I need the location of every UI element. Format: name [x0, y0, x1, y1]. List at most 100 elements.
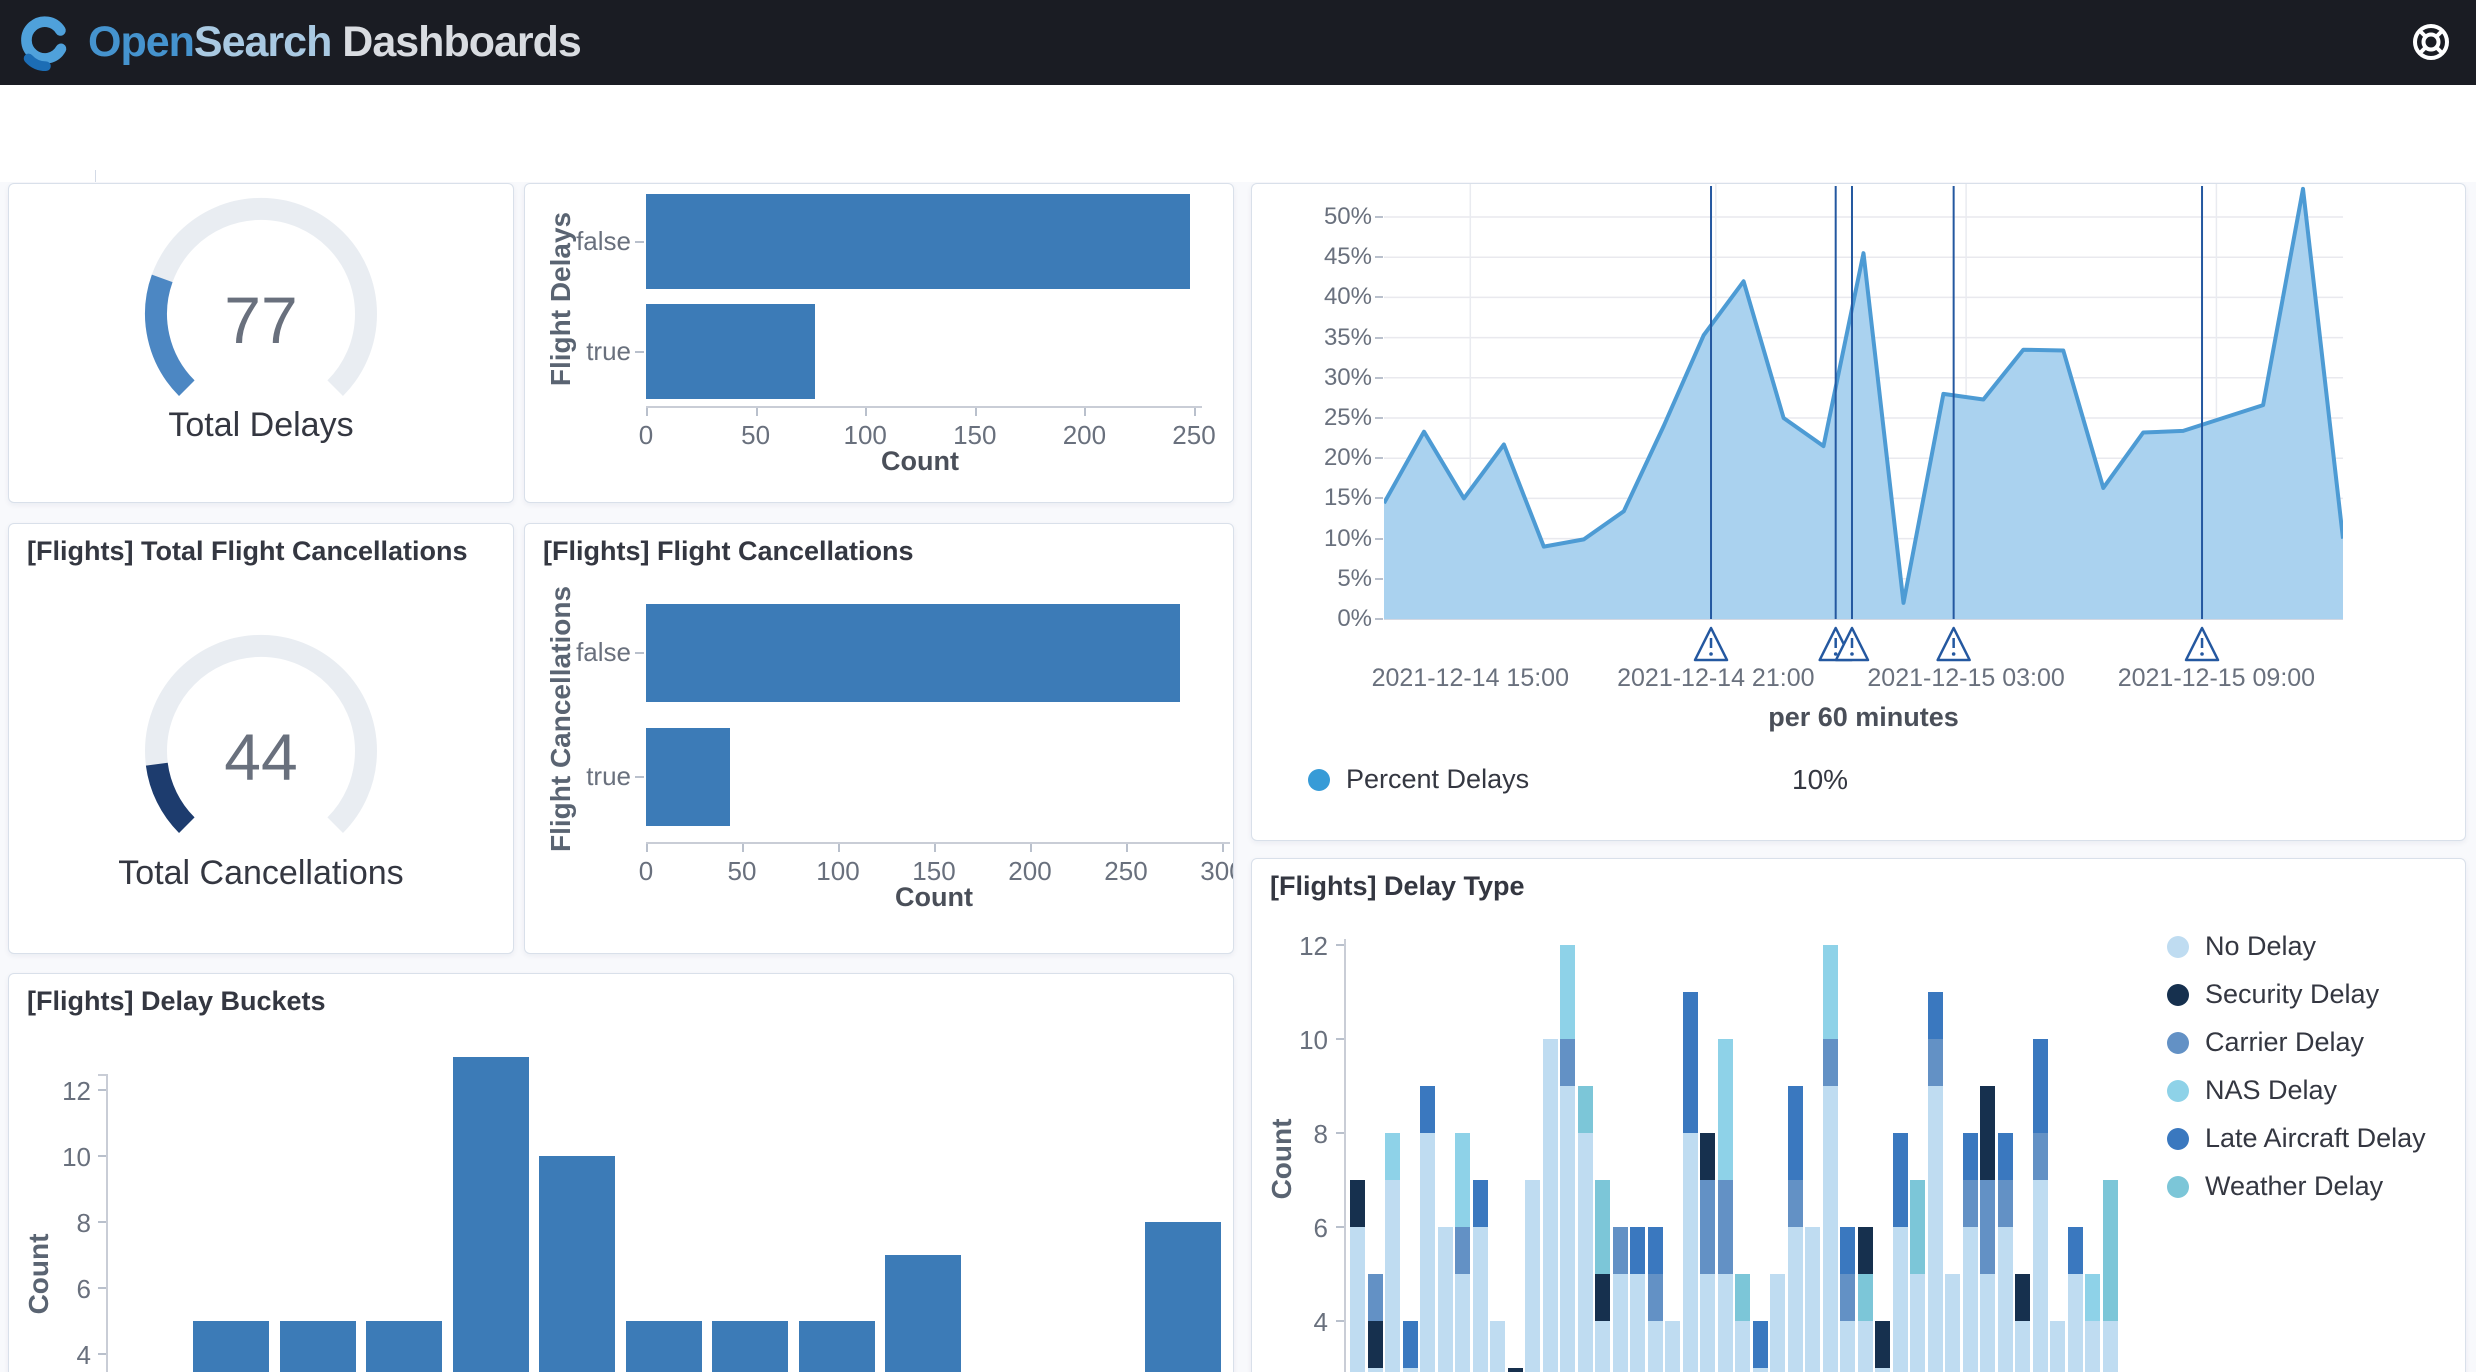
- stacked-bar-segment-nd[interactable]: [1542, 1039, 1558, 1372]
- histogram-bar[interactable]: [366, 1321, 442, 1372]
- stacked-bar-segment-wd[interactable]: [1577, 1086, 1593, 1133]
- stacked-bar-segment-nd[interactable]: [2067, 1274, 2083, 1372]
- stacked-bar-segment-cd[interactable]: [1980, 1180, 1995, 1274]
- panel-title[interactable]: [Flights] Delay Type: [1270, 871, 1525, 901]
- stacked-bar-segment-nas[interactable]: [1560, 945, 1575, 1039]
- stacked-bar-segment-nd[interactable]: [2032, 1180, 2048, 1372]
- area-chart[interactable]: [1384, 184, 2343, 676]
- stacked-bar-segment-nd[interactable]: [1717, 1274, 1733, 1372]
- stacked-bar-segment-nd[interactable]: [1875, 1368, 1890, 1372]
- histogram-bar[interactable]: [280, 1321, 356, 1372]
- stacked-bar-segment-cd[interactable]: [1700, 1180, 1715, 1274]
- stacked-bar-segment-sd[interactable]: [1595, 1274, 1610, 1321]
- stacked-bar-segment-nd[interactable]: [1822, 1086, 1838, 1372]
- stacked-bar-segment-lad[interactable]: [1840, 1227, 1855, 1274]
- histogram-bar[interactable]: [193, 1321, 269, 1372]
- stacked-bar-segment-nd[interactable]: [1945, 1274, 1960, 1372]
- stacked-bar-segment-lad[interactable]: [1420, 1086, 1435, 1133]
- histogram-bar[interactable]: [799, 1321, 875, 1372]
- stacked-bar-segment-cd[interactable]: [1367, 1274, 1383, 1321]
- stacked-bar-segment-nd[interactable]: [2015, 1321, 2030, 1372]
- stacked-bar-segment-nd[interactable]: [1997, 1227, 2013, 1372]
- stacked-bar-segment-nd[interactable]: [1787, 1227, 1803, 1372]
- stacked-bar-segment-nd[interactable]: [1840, 1321, 1855, 1372]
- stacked-bar-segment-sd[interactable]: [1367, 1321, 1383, 1368]
- help-life-ring-icon[interactable]: [2408, 19, 2454, 65]
- stacked-bar-segment-sd[interactable]: [1700, 1133, 1715, 1180]
- stacked-bar-segment-lad[interactable]: [2032, 1039, 2048, 1133]
- stacked-bar-segment-nd[interactable]: [1595, 1321, 1610, 1372]
- opensearch-logo[interactable]: OpenSearch Dashboards: [0, 14, 582, 72]
- stacked-bar-segment-nd[interactable]: [1910, 1274, 1925, 1372]
- stacked-bar-segment-nd[interactable]: [1892, 1227, 1908, 1372]
- stacked-bar-segment-wd[interactable]: [1910, 1180, 1925, 1274]
- annotation-marker[interactable]: [1693, 186, 1729, 662]
- stacked-bar-segment-nas[interactable]: [2085, 1274, 2100, 1321]
- histogram-bar[interactable]: [539, 1156, 615, 1372]
- stacked-bar-segment-nd[interactable]: [1700, 1274, 1715, 1372]
- stacked-bar-segment-lad[interactable]: [1997, 1133, 2013, 1180]
- stacked-bar-segment-nd[interactable]: [1490, 1321, 1505, 1372]
- stacked-bar-segment-lad[interactable]: [1402, 1321, 1418, 1368]
- legend-item-wd[interactable]: Weather Delay: [2167, 1171, 2383, 1202]
- stacked-bar-segment-cd[interactable]: [1560, 1039, 1575, 1086]
- stacked-bar-segment-nas[interactable]: [1385, 1133, 1400, 1180]
- stacked-bar-segment-lad[interactable]: [1752, 1321, 1768, 1368]
- stacked-bar-segment-lad[interactable]: [1962, 1133, 1978, 1180]
- panel-title[interactable]: [Flights] Flight Cancellations: [543, 536, 914, 566]
- stacked-bar-segment-lad[interactable]: [1647, 1227, 1663, 1274]
- legend-item-lad[interactable]: Late Aircraft Delay: [2167, 1123, 2426, 1154]
- stacked-bar-segment-nd[interactable]: [1612, 1274, 1628, 1372]
- stacked-bar-segment-nd[interactable]: [1630, 1274, 1645, 1372]
- gauge-arc[interactable]: [91, 601, 431, 861]
- stacked-bar-segment-nd[interactable]: [1805, 1227, 1820, 1372]
- stacked-bar-segment-nd[interactable]: [1367, 1368, 1383, 1372]
- stacked-bar-segment-lad[interactable]: [1682, 992, 1698, 1133]
- stacked-bar-segment-nas[interactable]: [1822, 945, 1838, 1039]
- gauge-arc[interactable]: [91, 183, 431, 424]
- stacked-bar-segment-nd[interactable]: [1472, 1227, 1488, 1372]
- stacked-bar-segment-nd[interactable]: [1437, 1227, 1453, 1372]
- stacked-bar-segment-cd[interactable]: [1840, 1274, 1855, 1321]
- stacked-bar-segment-cd[interactable]: [1455, 1227, 1470, 1274]
- stacked-bar-segment-lad[interactable]: [1472, 1180, 1488, 1227]
- stacked-bar-segment-nd[interactable]: [1385, 1180, 1400, 1372]
- stacked-bar-segment-wd[interactable]: [1735, 1274, 1750, 1321]
- stacked-bar-segment-nd[interactable]: [2085, 1321, 2100, 1372]
- stacked-bar-segment-cd[interactable]: [1787, 1180, 1803, 1227]
- stacked-bar-segment-nd[interactable]: [1682, 1133, 1698, 1372]
- histogram-bar[interactable]: [453, 1057, 529, 1372]
- stacked-bar-segment-lad[interactable]: [2067, 1227, 2083, 1274]
- bar-true[interactable]: [646, 304, 815, 399]
- stacked-bar-segment-nd[interactable]: [1980, 1274, 1995, 1372]
- stacked-bar-segment-lad[interactable]: [1630, 1227, 1645, 1274]
- stacked-bar-segment-nd[interactable]: [1525, 1180, 1540, 1372]
- legend-item-cd[interactable]: Carrier Delay: [2167, 1027, 2364, 1058]
- stacked-bar-segment-cd[interactable]: [1612, 1227, 1628, 1274]
- stacked-bar-segment-nd[interactable]: [1455, 1274, 1470, 1372]
- stacked-bar-segment-wd[interactable]: [1857, 1274, 1873, 1321]
- bar-false[interactable]: [646, 604, 1180, 702]
- histogram-bar[interactable]: [885, 1255, 961, 1372]
- stacked-bar-segment-nd[interactable]: [1647, 1321, 1663, 1372]
- bar-true[interactable]: [646, 728, 730, 826]
- stacked-bar-segment-nd[interactable]: [1857, 1321, 1873, 1372]
- stacked-bar-segment-cd[interactable]: [1717, 1180, 1733, 1274]
- histogram-bar[interactable]: [712, 1321, 788, 1372]
- legend-item-sd[interactable]: Security Delay: [2167, 979, 2379, 1010]
- stacked-bar-segment-nd[interactable]: [1420, 1133, 1435, 1372]
- stacked-bar-segment-sd[interactable]: [2015, 1274, 2030, 1321]
- annotation-marker[interactable]: [1834, 186, 1870, 662]
- stacked-bar-segment-sd[interactable]: [1857, 1227, 1873, 1274]
- panel-title[interactable]: [Flights] Delay Buckets: [27, 986, 326, 1016]
- stacked-bar-segment-cd[interactable]: [1997, 1180, 2013, 1227]
- legend-item-nas[interactable]: NAS Delay: [2167, 1075, 2337, 1106]
- legend-item-percent-delays[interactable]: Percent Delays: [1308, 764, 1529, 795]
- stacked-bar-segment-nas[interactable]: [1455, 1133, 1470, 1227]
- stacked-bar-segment-lad[interactable]: [1892, 1133, 1908, 1227]
- stacked-bar-segment-nd[interactable]: [1402, 1368, 1418, 1372]
- bar-false[interactable]: [646, 194, 1190, 289]
- histogram-bar[interactable]: [1145, 1222, 1221, 1372]
- stacked-bar-segment-cd[interactable]: [1822, 1039, 1838, 1086]
- stacked-bar-segment-nd[interactable]: [1752, 1368, 1768, 1372]
